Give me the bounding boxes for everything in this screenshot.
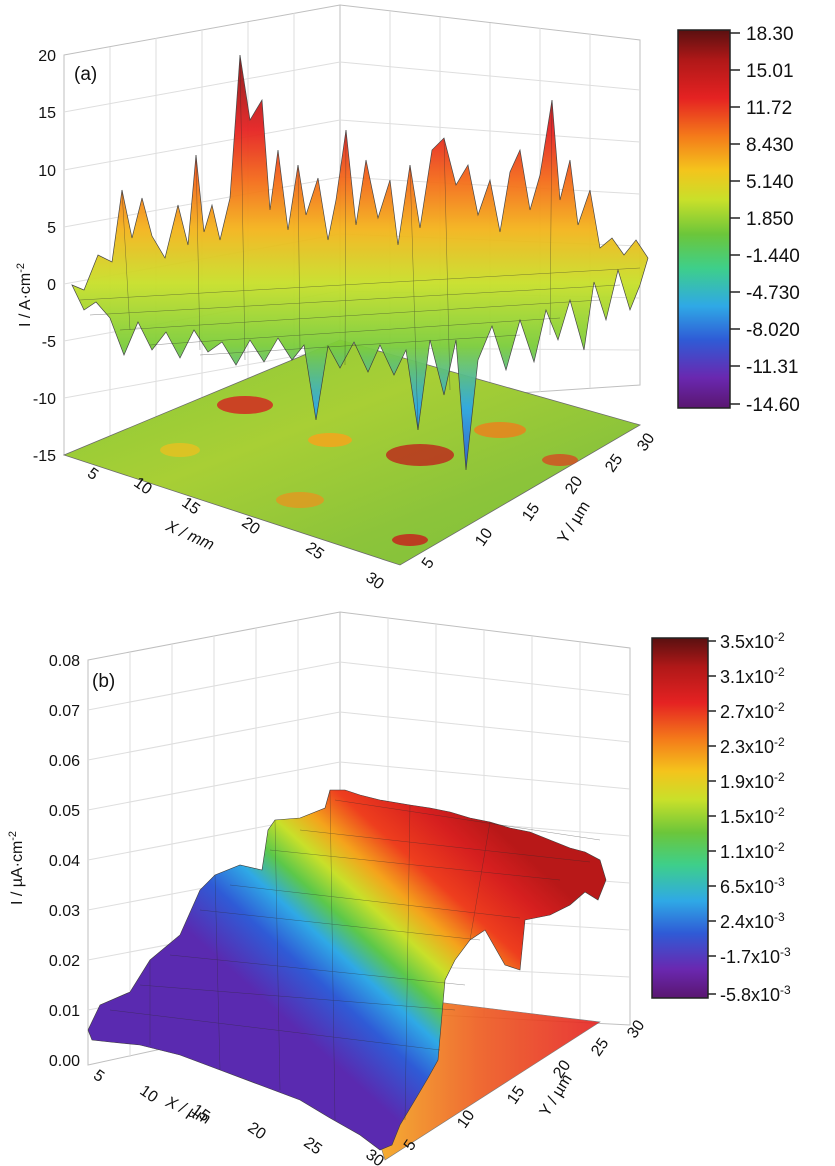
z-tick: 0.01 [49,1003,80,1020]
z-tick: 0.06 [49,753,80,770]
y-tick: 15 [519,500,543,524]
colorbar-b-label: 2.3x10-2 [720,735,785,757]
colorbar-b-label: 3.1x10-2 [720,665,785,687]
panel-b-y-axis-label: Y / µm [537,1071,576,1119]
z-tick: 0.04 [49,853,80,870]
z-tick: 0.02 [49,953,80,970]
panel-b-z-tick-labels: 0.08 0.07 0.06 0.05 0.04 0.03 0.02 0.01 … [49,653,80,1070]
y-tick: 10 [472,525,496,549]
y-tick: 20 [562,473,586,497]
colorbar-b-label: 2.4x10-3 [720,910,785,932]
panel-a-z-axis-label: I / A·cm-2 [15,263,34,327]
z-tick: 0.08 [49,653,80,670]
colorbar-b-label: 2.7x10-2 [720,700,785,722]
panel-a-floor-hotspots [160,396,578,546]
panel-b: 0.08 0.07 0.06 0.05 0.04 0.03 0.02 0.01 … [7,611,791,1166]
panel-b-x-axis-label: X / µm [162,1093,212,1128]
z-tick: 20 [38,48,56,65]
colorbar-b-label: -5.8x10-3 [720,983,791,1005]
x-tick: 10 [136,1082,160,1106]
y-tick: 25 [588,1035,612,1059]
colorbar-b-label: 3.5x10-2 [720,630,785,652]
x-tick: 30 [362,1146,386,1166]
z-tick: 0.00 [49,1053,80,1070]
panel-a-colorbar: 18.30 15.01 11.72 8.430 5.140 1.850 -1.4… [677,24,800,416]
colorbar-a-label: 5.140 [746,172,794,193]
colorbar-a-label: 18.30 [746,24,794,45]
colorbar-b-label: -1.7x10-3 [720,945,791,967]
y-tick: 15 [504,1083,528,1107]
panel-b-surface-mesh [109,789,601,1121]
panel-a-z-tick-labels: 20 15 10 5 0 -5 -10 -15 [33,48,56,465]
colorbar-a-label: -1.440 [746,246,800,267]
z-tick: 0.07 [49,703,80,720]
colorbar-a-label: -11.31 [746,357,798,378]
x-tick: 20 [244,1119,268,1143]
x-tick: 5 [84,465,101,484]
panel-a-label: (a) [74,64,97,85]
colorbar-a-label: -14.60 [746,395,800,416]
colorbar-b-ticks [708,640,716,995]
colorbar-a [677,29,731,409]
z-tick: 0.03 [49,903,80,920]
panel-a-floor-contour [62,339,642,566]
colorbar-a-ticks [730,32,740,405]
y-tick: 30 [634,430,658,454]
colorbar-a-label: 1.850 [746,209,794,230]
panel-a-x-axis-label: X / mm [162,517,216,554]
z-tick: 5 [47,220,56,237]
z-tick: -15 [33,448,56,465]
colorbar-b-label: 1.1x10-2 [720,840,785,862]
z-tick: -10 [33,391,56,408]
colorbar-b-label: 6.5x10-3 [720,875,785,897]
panel-a: 20 15 10 5 0 -5 -10 -15 I / A·cm-2 (a) 5… [15,4,800,593]
colorbar-a-label: 11.72 [746,98,792,119]
z-tick: 15 [38,105,56,122]
x-tick: 25 [300,1134,324,1158]
z-tick: 0.05 [49,803,80,820]
panel-a-surface-mesh [79,54,641,431]
colorbar-a-label: -4.730 [746,283,800,304]
z-tick: 10 [38,163,56,180]
panel-b-label: (b) [92,671,115,692]
colorbar-b-label: 1.9x10-2 [720,770,785,792]
x-tick: 25 [302,539,326,563]
z-tick: -5 [42,334,56,351]
colorbar-a-label: 8.430 [746,135,794,156]
panel-b-surface [87,789,607,1151]
x-tick: 30 [362,569,386,593]
panel-b-colorbar: 3.5x10-2 3.1x10-2 2.7x10-2 2.3x10-2 1.9x… [651,630,791,1005]
z-tick: 0 [47,277,56,294]
panel-b-z-axis-label: I / µA·cm-2 [7,831,26,905]
y-tick: 30 [624,1017,648,1041]
panel-a-y-axis-label: Y / µm [555,498,594,546]
colorbar-a-label: -8.020 [746,320,800,341]
x-tick: 5 [90,1067,107,1086]
y-tick: 25 [602,451,626,475]
colorbar-b-label: 1.5x10-2 [720,805,785,827]
colorbar-b [651,637,709,999]
colorbar-a-label: 15.01 [746,61,794,82]
y-tick: 5 [419,555,438,572]
